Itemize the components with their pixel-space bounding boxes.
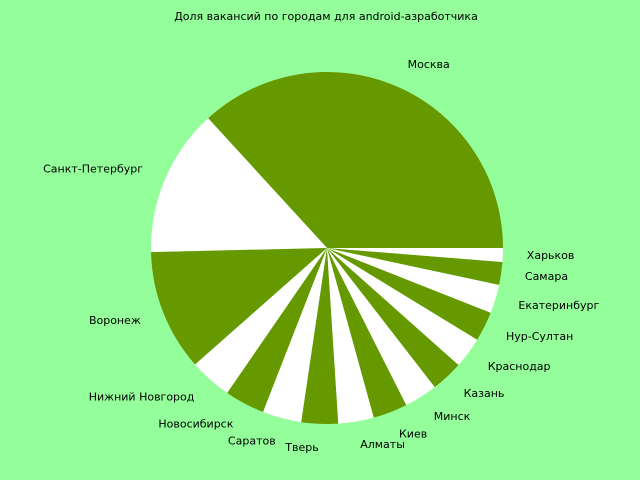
pie-slice bbox=[327, 248, 503, 285]
slice-label: Воронеж bbox=[89, 314, 141, 327]
pie-slice bbox=[327, 248, 478, 365]
pie-slice bbox=[301, 248, 339, 424]
slice-label: Новосибирск bbox=[158, 418, 233, 431]
slice-label: Тверь bbox=[284, 441, 318, 454]
chart-title: Доля вакансий по городам для android-азр… bbox=[174, 10, 478, 23]
pie-slice bbox=[327, 248, 435, 406]
pie-slice bbox=[327, 248, 374, 424]
slice-label: Харьков bbox=[527, 249, 575, 262]
pie-labels: Москва Санкт-Петербург Воронеж Нижний Новго… bbox=[43, 58, 599, 454]
slice-label: Минск bbox=[434, 410, 471, 423]
pie-slice bbox=[327, 248, 407, 418]
slice-label: Нур-Султан bbox=[506, 330, 573, 343]
slice-label: Казань bbox=[464, 387, 505, 400]
pie-slice bbox=[263, 248, 327, 423]
pie-slice bbox=[151, 248, 327, 365]
pie-slice bbox=[208, 71, 504, 249]
slice-label: Краснодар bbox=[488, 360, 551, 373]
slice-label: Алматы bbox=[360, 438, 405, 451]
slice-label: Киев bbox=[399, 428, 427, 441]
slice-label: Самара bbox=[525, 270, 568, 283]
pie-slice bbox=[327, 248, 459, 388]
slice-label: Екатеринбург bbox=[518, 299, 599, 312]
pie-slice bbox=[195, 248, 327, 393]
pie-slice bbox=[151, 118, 327, 253]
pie-slice bbox=[327, 248, 500, 313]
slice-label: Нижний Новгород bbox=[89, 391, 195, 404]
slice-label: Санкт-Петербург bbox=[43, 163, 143, 176]
pie-slice bbox=[227, 248, 327, 412]
slice-label: Саратов bbox=[228, 434, 276, 447]
pie-slice bbox=[327, 248, 491, 340]
pie-slice bbox=[327, 248, 504, 262]
pie-slices bbox=[151, 71, 504, 424]
slice-label: Москва bbox=[408, 58, 450, 71]
